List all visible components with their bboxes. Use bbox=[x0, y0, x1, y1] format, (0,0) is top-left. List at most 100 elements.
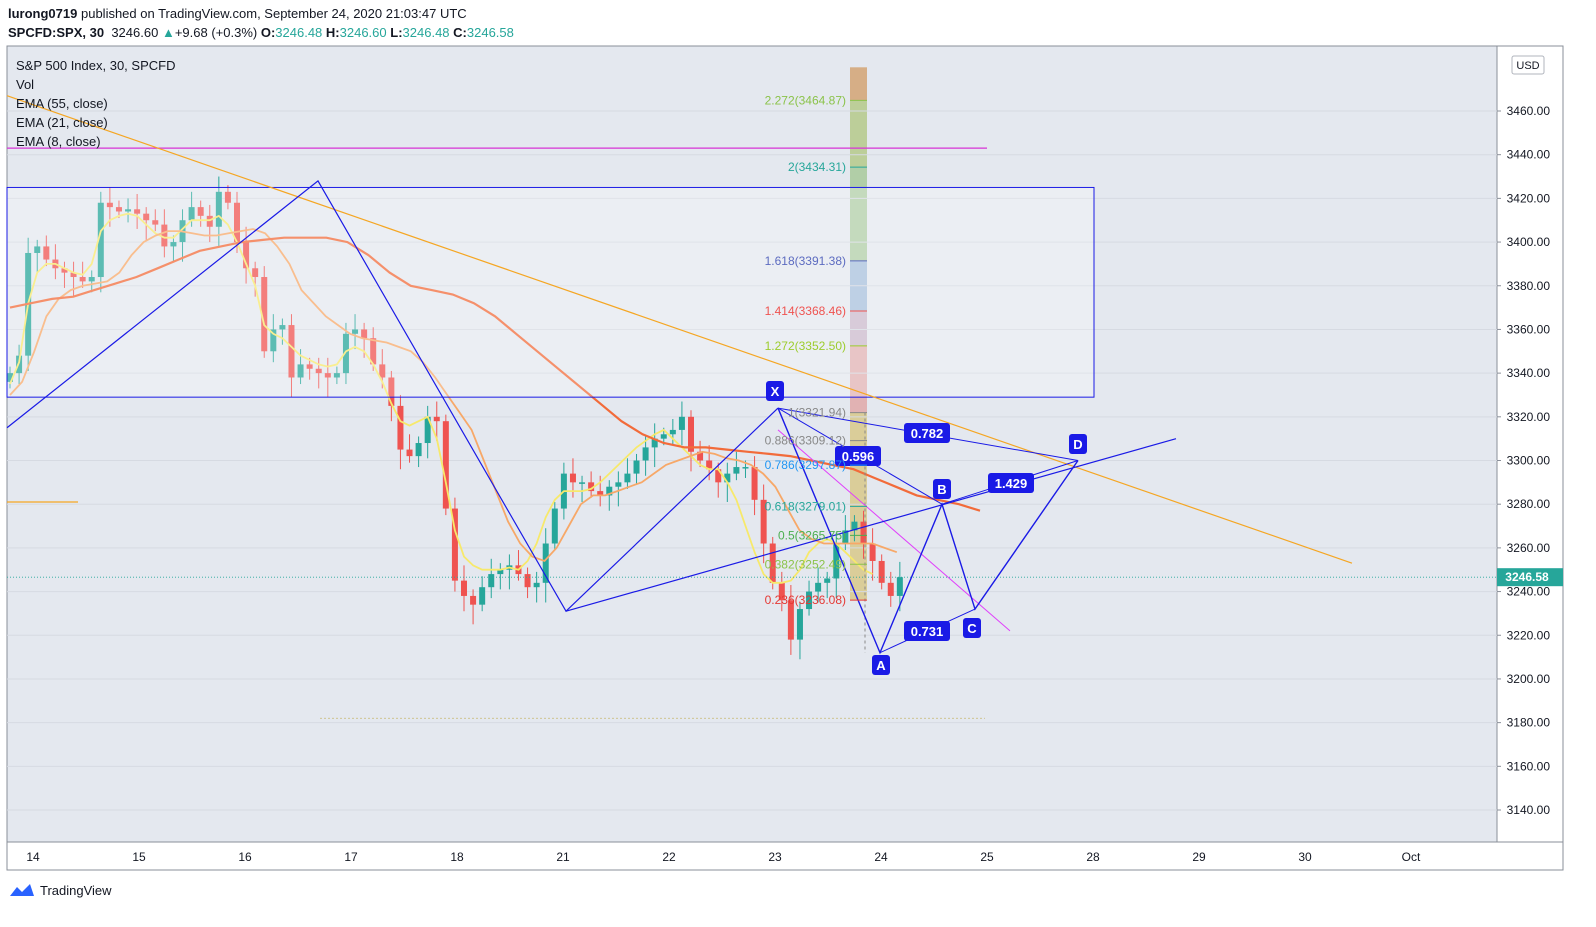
h-value: 3246.60 bbox=[339, 25, 387, 40]
legend: S&P 500 Index, 30, SPCFD Vol EMA (55, cl… bbox=[16, 58, 175, 149]
candle-body bbox=[579, 482, 586, 484]
point-badge bbox=[872, 655, 890, 675]
candle-body bbox=[34, 246, 41, 253]
plot-area[interactable] bbox=[6, 45, 1498, 843]
price-tick-label: 3160.00 bbox=[1507, 759, 1551, 773]
candle-body bbox=[70, 272, 77, 278]
ratio-label: 1.429 bbox=[995, 476, 1028, 491]
candle-body bbox=[470, 595, 477, 605]
fib-level-label: 0.236(3236.08) bbox=[765, 593, 846, 607]
fib-level-label: 0.382(3252.49) bbox=[765, 557, 846, 571]
o-value: 3246.48 bbox=[275, 25, 323, 40]
time-tick-label: 28 bbox=[1086, 850, 1100, 864]
candle-body bbox=[606, 486, 613, 496]
fib-level-label: 1(3321.94) bbox=[788, 406, 846, 420]
legend-title: S&P 500 Index, 30, SPCFD bbox=[16, 58, 175, 73]
ratio-badge bbox=[904, 423, 950, 443]
time-tick-label: 17 bbox=[344, 850, 358, 864]
legend-ema8: EMA (8, close) bbox=[16, 134, 101, 149]
legend-ema21: EMA (21, close) bbox=[16, 115, 108, 130]
point-label-A: A bbox=[876, 658, 886, 673]
candle-body bbox=[878, 560, 885, 583]
time-tick-label: 22 bbox=[662, 850, 676, 864]
candle-body bbox=[261, 277, 268, 352]
trend-line bbox=[6, 95, 1353, 564]
l-value: 3246.48 bbox=[402, 25, 450, 40]
ratio-label: 0.731 bbox=[911, 624, 944, 639]
candle-body bbox=[569, 473, 576, 483]
point-label-X: X bbox=[771, 384, 780, 399]
time-tick-label: 16 bbox=[238, 850, 252, 864]
price-tick-label: 3260.00 bbox=[1507, 541, 1551, 555]
fib-level-label: 1.618(3391.38) bbox=[765, 254, 846, 268]
time-tick-label: 14 bbox=[26, 850, 40, 864]
candle-body bbox=[551, 508, 558, 544]
point-label-C: C bbox=[967, 621, 977, 636]
point-badge bbox=[766, 381, 784, 401]
candle-body bbox=[61, 268, 68, 273]
candle-body bbox=[724, 473, 731, 483]
candle-body bbox=[497, 569, 504, 575]
fib-level-label: 1.272(3352.50) bbox=[765, 339, 846, 353]
candle-body bbox=[152, 220, 159, 225]
candle-body bbox=[161, 224, 168, 247]
candle-body bbox=[324, 373, 331, 378]
fib-level-label: 0.886(3309.12) bbox=[765, 434, 846, 448]
candle-body bbox=[43, 246, 50, 260]
candle-body bbox=[306, 364, 313, 369]
price-tick-label: 3180.00 bbox=[1507, 716, 1551, 730]
candle-body bbox=[279, 325, 286, 330]
tradingview-logo-icon bbox=[10, 884, 34, 896]
candle-body bbox=[796, 609, 803, 640]
candle-body bbox=[669, 429, 676, 435]
price-axis[interactable] bbox=[1496, 45, 1564, 843]
fib-band-segment bbox=[850, 310, 867, 346]
price-tick-label: 3380.00 bbox=[1507, 279, 1551, 293]
ema21-line bbox=[9, 228, 898, 563]
symbol-info: SPCFD:SPX, 30 3246.60 ▲+9.68 (+0.3%) O:3… bbox=[8, 25, 514, 40]
candle-body bbox=[106, 202, 113, 208]
last-price-label: 3246.58 bbox=[1505, 570, 1549, 584]
ratio-badge bbox=[835, 446, 881, 466]
symbol: SPCFD:SPX, 30 bbox=[8, 25, 105, 40]
candle-body bbox=[651, 438, 658, 448]
currency-badge[interactable] bbox=[1511, 55, 1545, 75]
candle-body bbox=[660, 434, 667, 439]
candle-body bbox=[333, 373, 340, 378]
price-tick-label: 3140.00 bbox=[1507, 803, 1551, 817]
publisher-name[interactable]: lurong0719 bbox=[8, 6, 78, 21]
h-label: H: bbox=[325, 25, 340, 40]
time-tick-label: 25 bbox=[980, 850, 994, 864]
candle-body bbox=[315, 368, 322, 374]
time-tick-label: 23 bbox=[768, 850, 782, 864]
currency-label: USD bbox=[1516, 60, 1539, 72]
fib-band-segment bbox=[850, 67, 867, 101]
candle-body bbox=[288, 325, 295, 378]
candle-body bbox=[115, 207, 122, 212]
fib-level-label: 0.5(3265.75) bbox=[778, 528, 846, 542]
candle-body bbox=[642, 447, 649, 461]
footer: TradingView bbox=[8, 882, 112, 898]
point-label-B: B bbox=[937, 482, 946, 497]
c-value: 3246.58 bbox=[466, 25, 514, 40]
ema8-line bbox=[9, 212, 873, 584]
candle-body bbox=[851, 521, 858, 531]
time-axis[interactable] bbox=[6, 841, 1564, 871]
candle-body bbox=[397, 405, 404, 450]
candle-body bbox=[88, 277, 95, 282]
candle-body bbox=[224, 191, 231, 203]
candle-body bbox=[588, 482, 595, 492]
rectangle-zone bbox=[6, 186, 1095, 398]
candle-body bbox=[787, 600, 794, 640]
price-tick-label: 3280.00 bbox=[1507, 497, 1551, 511]
point-badge bbox=[963, 618, 981, 638]
ratio-label: 0.596 bbox=[842, 449, 875, 464]
time-tick-label: 21 bbox=[556, 850, 570, 864]
candle-body bbox=[533, 582, 540, 588]
candle-body bbox=[742, 467, 749, 469]
time-tick-label: Oct bbox=[1402, 850, 1421, 864]
candle-body bbox=[760, 499, 767, 544]
candle-body bbox=[451, 508, 458, 581]
ratio-badge bbox=[904, 621, 950, 641]
